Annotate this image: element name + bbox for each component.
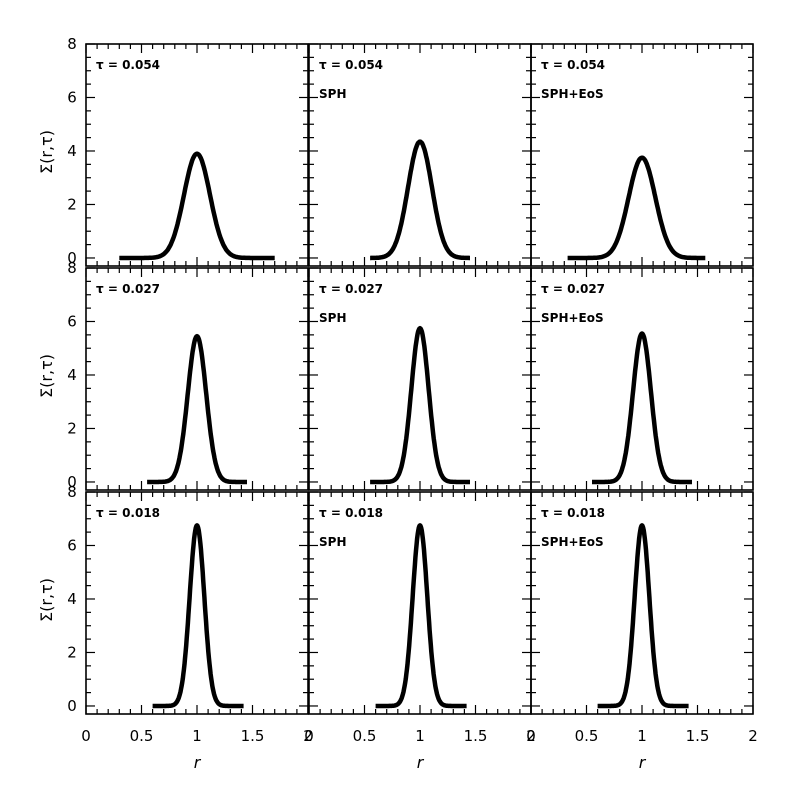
y-axis-label-row3: Σ(r,τ) [37, 578, 56, 622]
y-tick-label: 6 [67, 88, 77, 106]
y-tick-label: 2 [67, 419, 77, 437]
panel-method-label: SPH [319, 535, 346, 549]
y-tick-label: 4 [67, 142, 77, 160]
panel-r3-c2: 0 0.5 1 1.5 2 τ = 0.018 SPH [304, 491, 536, 745]
panel-tau-label: τ = 0.027 [541, 282, 605, 296]
y-axis-label-row2: Σ(r,τ) [37, 354, 56, 398]
panel-r2-c3: τ = 0.027 SPH+EoS [530, 267, 754, 491]
panel-r1-c3: τ = 0.054 SPH+EoS [530, 43, 754, 267]
panel-tau-label: τ = 0.027 [319, 282, 383, 296]
panel-r2-c1: 0 2 4 6 8 τ = 0.027 [67, 259, 309, 491]
y-tick-label: 0 [67, 473, 77, 491]
y-tick-label: 4 [67, 366, 77, 384]
y-tick-label: 8 [67, 259, 77, 277]
y-tick-label: 4 [67, 590, 77, 608]
y-tick-label: 6 [67, 536, 77, 554]
panel-tau-label: τ = 0.054 [319, 58, 383, 72]
y-tick-label: 2 [67, 643, 77, 661]
profile-curve [566, 155, 707, 261]
y-tick-label: 0 [67, 697, 77, 715]
panel-tau-label: τ = 0.018 [96, 506, 160, 520]
x-axis-label-col1: r [194, 753, 202, 772]
y-tick-label: 6 [67, 312, 77, 330]
x-tick-label: 2 [303, 727, 313, 745]
x-axis-label-col3: r [639, 753, 647, 772]
profile-curve [368, 325, 472, 485]
profile-curve [368, 139, 472, 261]
x-tick-label: 2 [526, 727, 536, 745]
panel-r1-c1: 0 2 4 6 8 τ = 0.054 [67, 35, 309, 267]
panel-tau-label: τ = 0.018 [319, 506, 383, 520]
x-tick-label: 0.5 [353, 727, 377, 745]
panel-r2-c2: τ = 0.027 SPH [308, 267, 532, 491]
x-tick-label: 1.5 [464, 727, 488, 745]
panel-tau-label: τ = 0.054 [96, 58, 160, 72]
y-axis-label-row1: Σ(r,τ) [37, 130, 56, 174]
panel-method-label: SPH+EoS [541, 87, 604, 101]
y-tick-label: 8 [67, 35, 77, 53]
profile-curve [145, 333, 249, 485]
x-tick-label: 2 [748, 727, 758, 745]
profile-curve [118, 151, 276, 261]
profile-curve [373, 523, 469, 709]
x-tick-label: 0 [526, 727, 536, 745]
panel-tau-label: τ = 0.054 [541, 58, 605, 72]
x-tick-label: 0 [304, 727, 314, 745]
panel-method-label: SPH [319, 311, 346, 325]
x-tick-label: 1 [637, 727, 647, 745]
y-tick-label: 0 [67, 249, 77, 267]
x-tick-label: 0.5 [575, 727, 599, 745]
x-axis-label-col2: r [417, 753, 425, 772]
panel-r3-c3: 0 0.5 1 1.5 2 τ = 0.018 SPH+EoS [526, 491, 758, 745]
profile-curve [590, 331, 694, 485]
profile-curve [595, 523, 691, 709]
x-tick-label: 0 [81, 727, 91, 745]
x-tick-label: 1.5 [241, 727, 265, 745]
panel-method-label: SPH [319, 87, 346, 101]
y-tick-label: 2 [67, 195, 77, 213]
y-tick-label: 8 [67, 483, 77, 501]
x-tick-label: 0.5 [130, 727, 154, 745]
x-tick-label: 1.5 [686, 727, 710, 745]
panel-tau-label: τ = 0.018 [541, 506, 605, 520]
panel-tau-label: τ = 0.027 [96, 282, 160, 296]
panel-method-label: SPH+EoS [541, 311, 604, 325]
profile-curve [150, 523, 246, 709]
panel-method-label: SPH+EoS [541, 535, 604, 549]
x-tick-label: 1 [415, 727, 425, 745]
panel-r1-c2: τ = 0.054 SPH [308, 43, 532, 267]
x-tick-label: 1 [192, 727, 202, 745]
